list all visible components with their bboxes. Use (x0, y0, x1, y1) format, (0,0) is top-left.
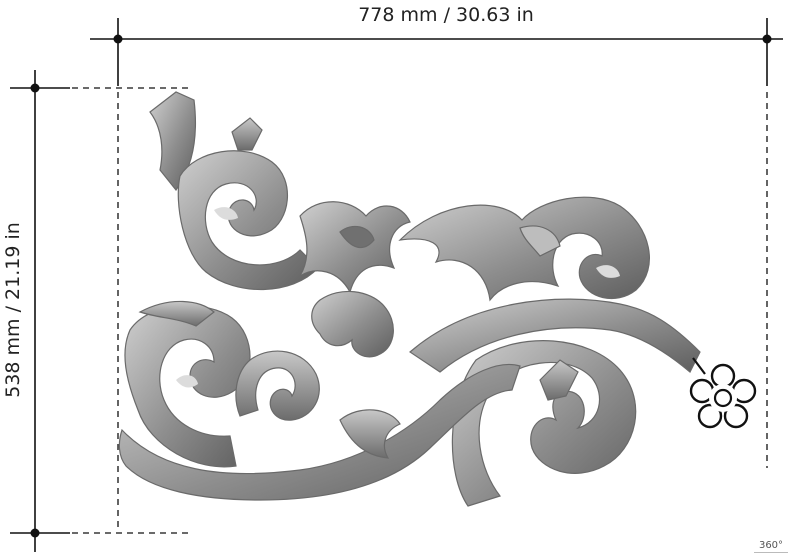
flower-drag-handle-icon[interactable] (689, 357, 757, 429)
ornamental-corner-carving (118, 91, 701, 507)
height-dimension-line (10, 70, 70, 552)
rotate-badge-label: 360° (758, 540, 784, 551)
360-rotate-icon[interactable]: 360° (752, 539, 790, 555)
rotate-badge-underline (754, 552, 788, 553)
width-dimension-label: 778 mm / 30.63 in (358, 4, 534, 26)
width-dimension-line (90, 18, 783, 86)
extension-lines (72, 87, 768, 534)
height-dimension-label: 538 mm / 21.19 in (2, 222, 24, 398)
